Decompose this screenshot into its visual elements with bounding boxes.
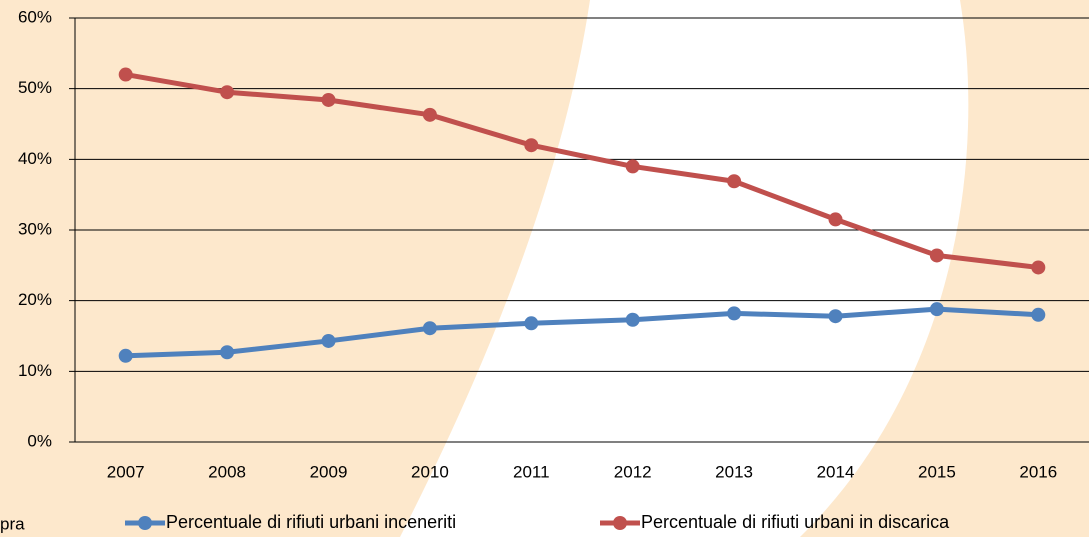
data-point (828, 309, 843, 324)
data-point (422, 321, 437, 336)
data-point (220, 85, 235, 100)
series-line (125, 306, 1039, 359)
data-point (118, 67, 133, 82)
data-point (929, 302, 944, 317)
data-point (524, 316, 539, 331)
annotation: pra (0, 514, 25, 533)
y-tick-label: 10% (18, 361, 52, 380)
data-point (1031, 260, 1046, 275)
x-tick-label: 2009 (310, 462, 348, 481)
y-tick-label: 20% (18, 290, 52, 309)
legend-marker (138, 516, 152, 530)
data-point (929, 248, 944, 263)
legend-marker (613, 516, 627, 530)
y-tick-label: 0% (27, 431, 52, 450)
data-point (1031, 307, 1046, 322)
x-tick-label: 2007 (107, 462, 145, 481)
x-tick-label: 2015 (918, 462, 956, 481)
data-point (118, 348, 133, 363)
series-line (125, 72, 1039, 270)
data-point (321, 333, 336, 348)
x-tick-label: 2013 (715, 462, 753, 481)
background-swoosh (400, 0, 969, 537)
data-point (727, 174, 742, 189)
y-tick-label: 50% (18, 78, 52, 97)
data-point (625, 159, 640, 174)
y-tick-label: 60% (18, 7, 52, 26)
data-point (828, 212, 843, 227)
x-tick-label: 2011 (513, 462, 550, 481)
data-point (422, 107, 437, 122)
data-point (220, 345, 235, 360)
y-tick-label: 40% (18, 149, 52, 168)
x-tick-label: 2016 (1019, 462, 1057, 481)
x-tick-label: 2012 (614, 462, 652, 481)
x-tick-label: 2008 (208, 462, 246, 481)
data-point (625, 312, 640, 327)
x-tick-label: 2010 (411, 462, 449, 481)
data-point (321, 92, 336, 107)
data-point (524, 138, 539, 153)
y-tick-label: 30% (18, 219, 52, 238)
legend-label: Percentuale di rifiuti urbani in discari… (641, 512, 950, 532)
legend-label: Percentuale di rifiuti urbani inceneriti (166, 512, 456, 532)
data-point (727, 306, 742, 321)
x-tick-label: 2014 (817, 462, 855, 481)
